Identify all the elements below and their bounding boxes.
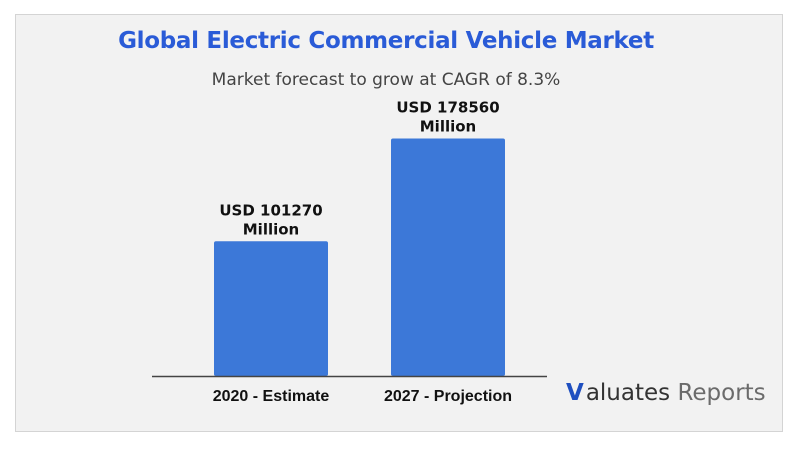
- category-label-1: 2020 - Estimate: [213, 388, 330, 405]
- chart-title: Global Electric Commercial Vehicle Marke…: [118, 28, 654, 54]
- data-label-1-line-1: USD 101270: [219, 201, 322, 219]
- data-label-2-line-2: Million: [420, 118, 476, 136]
- category-label-2: 2027 - Projection: [384, 388, 512, 405]
- bar-2: [391, 138, 505, 376]
- chart-subtitle: Market forecast to grow at CAGR of 8.3%: [211, 70, 561, 90]
- brand-logo-mark: V: [566, 380, 584, 406]
- data-label-1-line-2: Million: [243, 220, 299, 238]
- brand-suffix: Reports: [677, 380, 766, 406]
- brand-logo: Valuates Reports: [566, 380, 766, 406]
- bar-1: [214, 241, 328, 376]
- brand-name: aluates: [585, 380, 671, 406]
- data-label-2-line-1: USD 178560: [396, 99, 499, 117]
